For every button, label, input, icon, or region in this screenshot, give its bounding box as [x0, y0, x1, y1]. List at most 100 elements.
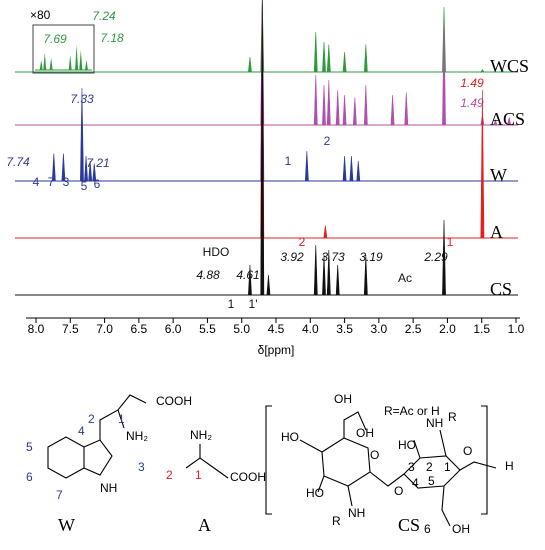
- peak: [390, 94, 395, 126]
- peak: [404, 92, 409, 126]
- peak: [507, 117, 512, 126]
- bond: [413, 439, 421, 459]
- trace-label: WCS: [490, 56, 529, 76]
- inset-label: ×80: [30, 8, 51, 22]
- peak-label: 3.73: [321, 250, 345, 264]
- atom-number: 2: [88, 412, 95, 426]
- trace-label: ACS: [490, 109, 525, 129]
- atom-label: NH: [100, 481, 117, 495]
- structure-name: CS: [398, 515, 420, 535]
- inset-peak: [43, 52, 47, 70]
- x-tick-label: 1.5: [473, 322, 490, 336]
- pyrrole-ring: [83, 439, 113, 476]
- bond: [441, 485, 451, 527]
- peak: [335, 264, 340, 296]
- atom-number: 1: [118, 412, 125, 426]
- x-axis-title: δ[ppm]: [258, 343, 295, 357]
- bracket: [481, 405, 488, 515]
- peak: [326, 44, 331, 73]
- atom-label: NH: [348, 506, 365, 520]
- peak: [322, 84, 326, 126]
- x-tick-label: 4.0: [302, 322, 319, 336]
- peak: [326, 249, 331, 296]
- atom-number: 2: [426, 460, 433, 474]
- inset-peak: [79, 50, 83, 70]
- peak: [313, 74, 318, 126]
- alanine-chain: [185, 457, 229, 479]
- peak: [349, 155, 354, 182]
- peak: [61, 153, 66, 182]
- peak: [342, 51, 347, 73]
- x-tick-label: 4.5: [268, 322, 285, 336]
- ring: [321, 437, 371, 487]
- inset-peak: [49, 57, 53, 70]
- peak: [500, 68, 505, 73]
- peak: [84, 155, 88, 182]
- atom-label: H: [505, 459, 514, 473]
- peak-label: 1: [285, 154, 292, 168]
- x-tick-label: 7.5: [62, 322, 79, 336]
- peak-label: 4: [33, 175, 40, 189]
- peak-label: 7.74: [6, 155, 30, 169]
- peak-label: 7.21: [86, 156, 109, 170]
- peak-label: 7.69: [43, 32, 67, 46]
- peak: [442, 219, 446, 296]
- peak-label: 2: [299, 235, 306, 249]
- atom-number: 5: [26, 440, 33, 454]
- peak: [442, 24, 446, 126]
- atom-label: O: [370, 448, 379, 462]
- x-tick-label: 8.0: [28, 322, 45, 336]
- peak: [480, 89, 485, 239]
- atom-number: 3: [408, 460, 415, 474]
- peak-label: 1': [249, 297, 258, 311]
- peak: [322, 41, 326, 73]
- atom-label: O: [463, 444, 472, 458]
- atom-label: HO: [306, 486, 324, 500]
- peak: [363, 44, 368, 73]
- trace-label: CS: [490, 279, 512, 299]
- x-tick-label: 3.5: [336, 322, 353, 336]
- x-tick-label: 2.5: [405, 322, 422, 336]
- peak-label: 1.49: [460, 76, 484, 90]
- structure-name: W: [58, 515, 75, 535]
- x-tick-label: 5.0: [233, 322, 250, 336]
- peak: [352, 97, 357, 126]
- atom-label: NH₂: [190, 428, 212, 442]
- atom-label: OH: [452, 522, 470, 536]
- peak: [480, 68, 485, 73]
- peak-label: 7: [48, 175, 55, 189]
- bracket: [265, 405, 272, 515]
- trace-label: W: [490, 165, 507, 185]
- atom-label: R: [332, 514, 341, 528]
- inset-peak: [84, 60, 88, 70]
- peak: [304, 150, 309, 182]
- bond: [343, 411, 367, 438]
- inset-box: [32, 24, 95, 74]
- peak: [356, 160, 361, 182]
- peak-label: Ac: [398, 271, 412, 285]
- peak: [326, 79, 331, 126]
- peak-label: 1.49: [460, 96, 484, 110]
- bond: [347, 485, 353, 507]
- x-tick-label: 3.0: [371, 322, 388, 336]
- atom-label: COOH: [230, 470, 266, 484]
- atom-label: HO: [398, 438, 416, 452]
- atom-label: OH: [356, 426, 374, 440]
- x-tick-label: 6.5: [131, 322, 148, 336]
- atom-number: 1: [444, 460, 451, 474]
- peak: [260, 0, 265, 296]
- peak: [88, 160, 93, 182]
- peak: [335, 89, 340, 126]
- peak-label: 3.92: [280, 250, 304, 264]
- peak: [323, 225, 328, 239]
- atom-number: 1: [195, 468, 202, 482]
- peak-label: 1: [228, 297, 235, 311]
- structure-name: A: [198, 515, 211, 535]
- atom-label: R=Ac or H: [384, 404, 440, 418]
- peak-label: 7.33: [70, 92, 94, 106]
- structures: COOH NH₂ NH 1 2 3 4 5 6 7 W NH₂ COOH 1 2…: [26, 392, 514, 536]
- peak-label: HDO: [203, 245, 230, 259]
- atom-number: 6: [26, 470, 33, 484]
- peak-label: 3: [63, 175, 70, 189]
